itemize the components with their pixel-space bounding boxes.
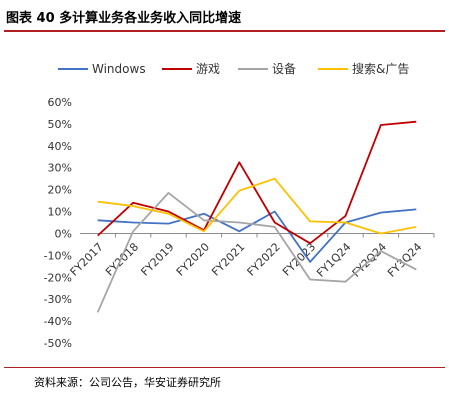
y-tick-label: -50% bbox=[44, 337, 72, 350]
series-line bbox=[97, 177, 417, 235]
plot-lines bbox=[96, 120, 417, 313]
x-tick-label: FY2018 bbox=[103, 240, 141, 278]
source-note: 资料来源：公司公告，华安证券研究所 bbox=[34, 376, 221, 389]
y-tick-label: 50% bbox=[48, 118, 72, 131]
x-tick-label: FY1Q24 bbox=[314, 240, 353, 279]
series-line bbox=[96, 191, 417, 313]
legend-label: Windows bbox=[92, 62, 146, 76]
x-tick-label: FY2017 bbox=[68, 240, 106, 278]
legend-label: 游戏 bbox=[196, 62, 220, 76]
legend-label: 搜索&广告 bbox=[352, 61, 409, 76]
x-tick-label: FY2022 bbox=[245, 240, 283, 278]
y-tick-label: 0% bbox=[55, 227, 72, 240]
y-tick-label: 40% bbox=[48, 140, 72, 153]
legend-label: 设备 bbox=[272, 62, 296, 76]
series-line bbox=[97, 208, 417, 263]
x-tick-label: FY3Q24 bbox=[385, 240, 424, 279]
y-tick-label: -40% bbox=[44, 315, 72, 328]
y-tick-label: 60% bbox=[48, 96, 72, 109]
series-line bbox=[97, 120, 417, 245]
x-tick-label: FY2019 bbox=[138, 240, 176, 278]
figure-title: 图表 40 多计算业务各业务收入同比增速 bbox=[6, 11, 242, 26]
x-tick-label: FY2020 bbox=[174, 240, 212, 278]
y-tick-label: 30% bbox=[48, 162, 72, 175]
x-tick-label: FY2021 bbox=[209, 240, 247, 278]
y-tick-label: -30% bbox=[44, 293, 72, 306]
source-rule bbox=[4, 367, 445, 368]
y-tick-label: -20% bbox=[44, 271, 72, 284]
legend: Windows 游戏 设备 搜索&广告 bbox=[58, 61, 409, 76]
y-axis: 60% 50% 40% 30% 20% 10% 0% -10% -20% -30% -40% -50% bbox=[44, 96, 72, 350]
y-tick-label: -10% bbox=[44, 249, 72, 262]
y-tick-label: 10% bbox=[48, 206, 72, 219]
title-rule bbox=[4, 30, 445, 32]
y-tick-label: 20% bbox=[48, 184, 72, 197]
